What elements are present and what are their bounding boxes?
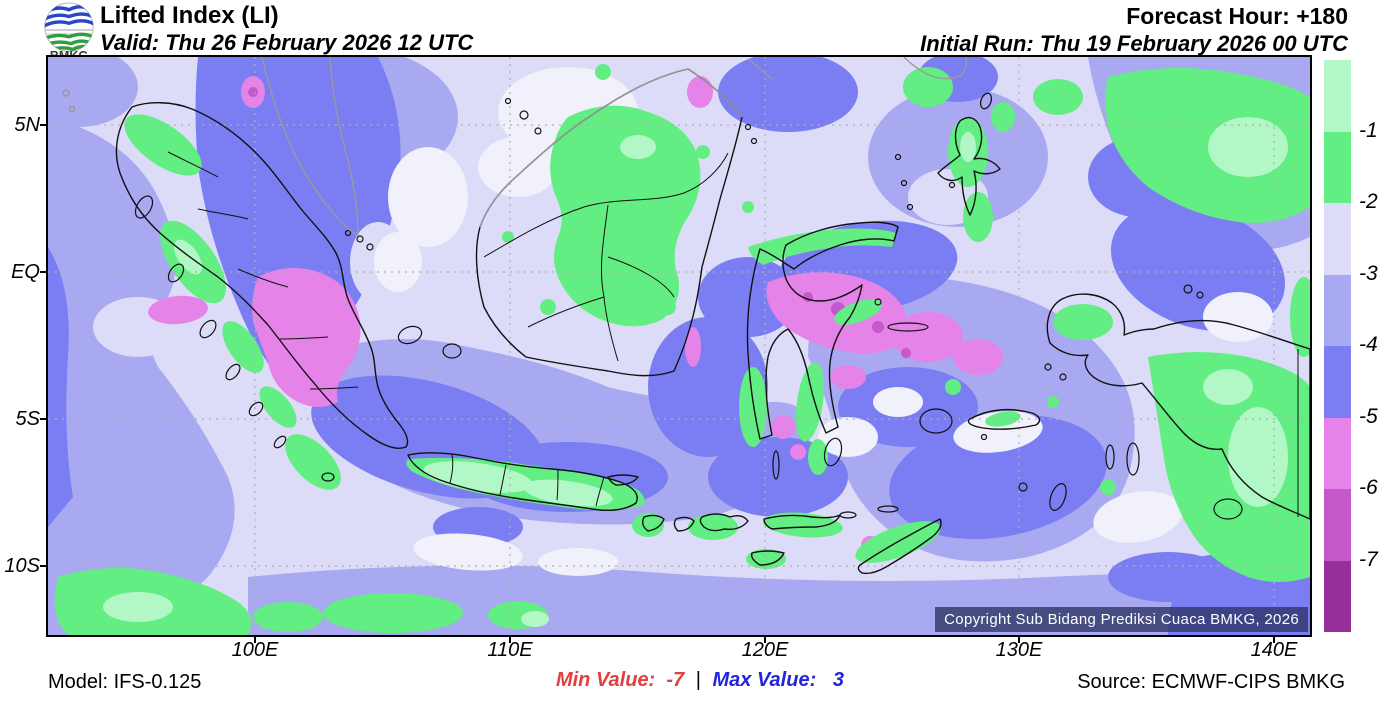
colorbar-segment — [1324, 131, 1351, 203]
max-value-label: Max Value: 3 — [712, 669, 845, 691]
axis-tick — [764, 636, 766, 643]
colorbar-segment — [1324, 417, 1351, 489]
coastlines — [62, 57, 1310, 575]
axis-tick — [40, 271, 47, 273]
y-axis-label: 5S — [15, 408, 40, 430]
colorbar-tick-label: -4 — [1359, 333, 1378, 356]
forecast-hour-label: Forecast Hour: +180 — [1126, 3, 1348, 29]
colorbar-segment — [1324, 60, 1351, 132]
colorbar-segment — [1324, 274, 1351, 346]
copyright-overlay: Copyright Sub Bidang Prediksi Cuaca BMKG… — [935, 607, 1308, 632]
colorbar-tick-label: -3 — [1359, 261, 1378, 285]
bmkg-logo: BMKG — [44, 2, 94, 62]
x-axis-label: 120E — [741, 639, 789, 661]
minmax-separator: | — [695, 669, 701, 691]
colorbar-segment — [1324, 203, 1351, 275]
axis-tick — [40, 565, 47, 567]
min-value: -7 — [666, 669, 685, 691]
model-label: Model: IFS-0.125 — [48, 671, 202, 693]
axis-tick — [1018, 636, 1020, 643]
minmax-line: Min Value: -7 | Max Value: 3 — [0, 669, 1400, 692]
y-axis-label: 10S — [4, 555, 40, 577]
gridlines — [48, 57, 1310, 635]
axis-tick — [509, 636, 511, 643]
forecast-map: Copyright Sub Bidang Prediksi Cuaca BMKG… — [46, 55, 1312, 637]
initial-run-label: Initial Run: Thu 19 February 2026 00 UTC — [920, 31, 1348, 56]
y-axis-label: EQ — [11, 261, 40, 283]
colorbar-tick-label: -6 — [1359, 476, 1378, 499]
page-title: Lifted Index (LI) — [100, 2, 279, 29]
max-value: 3 — [832, 669, 845, 691]
colorbar-swatches — [1324, 60, 1351, 632]
colorbar-tick-label: -1 — [1359, 118, 1378, 142]
min-value-label: Min Value: -7 — [555, 669, 685, 691]
x-axis-label: 100E — [231, 639, 279, 661]
y-axis-label: 5N — [14, 114, 40, 136]
colorbar-segment — [1324, 489, 1351, 561]
source-label: Source: ECMWF-CIPS BMKG — [1077, 671, 1345, 693]
colorbar-tick-label: -7 — [1359, 547, 1378, 571]
colorbar-segment — [1324, 346, 1351, 418]
x-axis-label: 110E — [487, 639, 533, 661]
valid-time-label: Valid: Thu 26 February 2026 12 UTC — [100, 30, 474, 55]
x-axis-label: 140E — [1250, 639, 1298, 661]
axis-tick — [254, 636, 256, 643]
axis-tick — [40, 124, 47, 126]
colorbar-tick-label: -5 — [1359, 404, 1378, 428]
axis-tick — [1273, 636, 1275, 643]
colorbar-segment — [1324, 560, 1351, 632]
colorbar-tick-label: -2 — [1359, 190, 1378, 213]
x-axis-label: 130E — [995, 639, 1043, 661]
axis-tick — [40, 418, 47, 420]
lifted-index-field — [48, 57, 1310, 635]
